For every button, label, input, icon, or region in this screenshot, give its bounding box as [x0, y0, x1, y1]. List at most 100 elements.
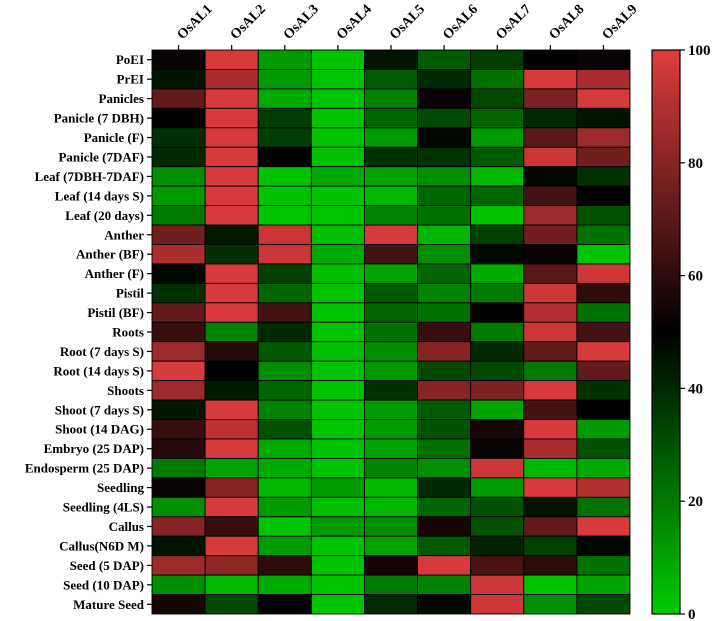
heatmap-cell [257, 166, 312, 187]
colorbar-tick-label: 20 [688, 494, 703, 510]
heatmap-cell [470, 205, 525, 226]
heatmap-cell [363, 185, 419, 207]
heatmap-cell [310, 88, 365, 109]
heatmap-cell [576, 88, 631, 109]
heatmap-cell [523, 166, 578, 187]
heatmap-cell [576, 127, 631, 148]
heatmap-cell [257, 594, 312, 615]
heatmap-cell [204, 224, 259, 245]
heatmap-cell [523, 127, 578, 148]
heatmap-cell [470, 341, 525, 362]
heatmap-cell [310, 594, 365, 615]
heatmap-cell [363, 263, 419, 284]
row-label: Roots [112, 325, 144, 340]
heatmap-cell [523, 282, 578, 304]
heatmap-cell [310, 185, 365, 207]
heatmap-cell [576, 49, 631, 70]
heatmap-cell [363, 574, 419, 595]
row-label: Pistil [116, 286, 145, 301]
colorbar-tick-label: 80 [688, 156, 703, 172]
heatmap-cell [257, 477, 312, 498]
heatmap-cell [151, 438, 206, 459]
heatmap-cell [523, 457, 578, 479]
row-label: Leaf (14 days S) [55, 188, 144, 203]
heatmap-cell [576, 380, 631, 401]
heatmap-cell [257, 574, 312, 595]
colorbar-tick-label: 40 [688, 381, 703, 397]
heatmap-cell [257, 457, 312, 479]
heatmap-cell [204, 477, 259, 498]
heatmap-cell [151, 244, 206, 265]
heatmap-cell [523, 535, 578, 557]
row-label: Callus [109, 519, 144, 534]
heatmap-cell [470, 88, 525, 109]
row-label: Panicle (F) [84, 130, 144, 145]
heatmap-cell [470, 399, 525, 420]
heatmap-cell [470, 574, 525, 595]
heatmap-cell [470, 321, 525, 343]
heatmap-cell [204, 68, 259, 90]
heatmap-cell [257, 68, 312, 90]
heatmap-cell [204, 360, 259, 382]
heatmap-cell [417, 477, 472, 498]
heatmap-cell [257, 88, 312, 109]
heatmap-cell [523, 185, 578, 207]
heatmap-cell [151, 477, 206, 498]
heatmap-cell [257, 438, 312, 459]
heatmap-cell [523, 438, 578, 459]
heatmap-cell [363, 457, 419, 479]
heatmap-cell [204, 49, 259, 70]
heatmap-cell [523, 419, 578, 440]
heatmap-cell [257, 244, 312, 265]
heatmap-cell [470, 496, 525, 518]
heatmap-cell [417, 419, 472, 440]
heatmap-cell [470, 360, 525, 382]
heatmap-cell [417, 224, 472, 245]
row-label: Shoot (7 days S) [55, 402, 144, 417]
heatmap-cell [151, 399, 206, 420]
row-label: Shoot (14 DAG) [55, 422, 144, 437]
heatmap-cell [310, 535, 365, 557]
heatmap-cell [417, 127, 472, 148]
heatmap-cell [257, 49, 312, 70]
row-label: Root (7 days S) [60, 344, 144, 359]
heatmap-cell [363, 555, 419, 576]
heatmap-cell [470, 146, 525, 168]
heatmap-cell [204, 302, 259, 323]
heatmap-cell [151, 535, 206, 557]
heatmap-cell [470, 438, 525, 459]
heatmap-cell [257, 419, 312, 440]
colorbar-tick-label: 100 [688, 43, 711, 59]
heatmap-cell [257, 146, 312, 168]
heatmap-cell [257, 535, 312, 557]
heatmap-cell [417, 282, 472, 304]
heatmap-cell [257, 341, 312, 362]
heatmap-cell [576, 516, 631, 537]
heatmap-cell [310, 438, 365, 459]
heatmap-cell [523, 594, 578, 615]
heatmap-cell [151, 380, 206, 401]
column-label: OsAL3 [281, 2, 322, 43]
heatmap-cell [417, 457, 472, 479]
heatmap-cell [204, 419, 259, 440]
heatmap-cell [257, 380, 312, 401]
heatmap-cell [417, 399, 472, 420]
heatmap-cell [257, 555, 312, 576]
heatmap-cell [204, 166, 259, 187]
row-label: Endosperm (25 DAP) [25, 461, 144, 476]
heatmap-cell [257, 224, 312, 245]
heatmap-cell [363, 166, 419, 187]
heatmap-cell [151, 457, 206, 479]
row-label: Mature Seed [73, 597, 145, 612]
heatmap-cell [523, 574, 578, 595]
heatmap-cell [470, 419, 525, 440]
column-label: OsAL1 [175, 2, 216, 43]
heatmap-cell [363, 205, 419, 226]
heatmap-cell [204, 380, 259, 401]
row-label: Panicles [99, 91, 145, 106]
heatmap-cell [151, 341, 206, 362]
heatmap-cell [310, 244, 365, 265]
heatmap-cell [151, 302, 206, 323]
heatmap-cell [363, 594, 419, 615]
heatmap-cell [204, 516, 259, 537]
